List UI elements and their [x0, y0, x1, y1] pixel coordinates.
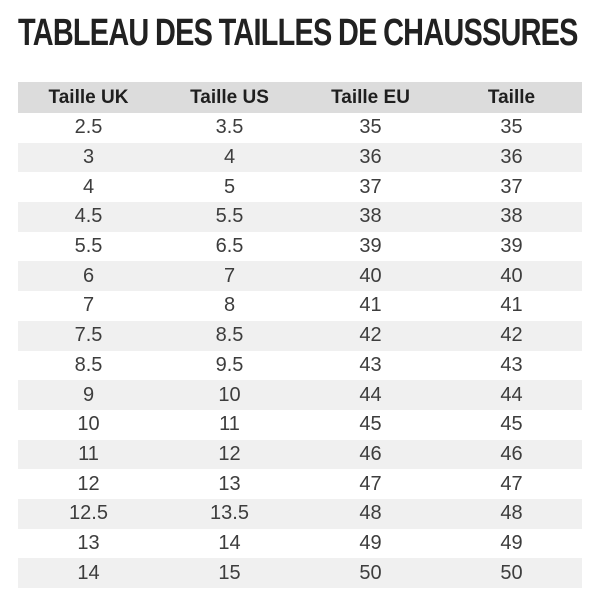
table-cell: 8.5	[215, 324, 244, 347]
table-cell: 35	[359, 116, 382, 139]
table-cell: 39	[359, 235, 382, 258]
table-row: 14 15 50 50	[18, 558, 582, 588]
table-cell: 46	[500, 442, 523, 465]
shoe-size-table: Taille UK Taille US Taille EU Taille 2.5…	[18, 82, 582, 588]
page-title: TABLEAU DES TAILLES DE CHAUSSURES	[18, 12, 578, 54]
table-cell: 8.5	[74, 353, 103, 376]
column-header-taille-uk: Taille UK	[18, 82, 159, 113]
table-cell: 47	[359, 472, 382, 495]
table-cell: 2.5	[74, 116, 103, 139]
table-cell: 37	[500, 175, 523, 198]
table-cell: 4	[82, 175, 95, 198]
table-cell: 40	[500, 264, 523, 287]
table-cell: 13	[77, 531, 100, 554]
table-cell: 43	[359, 353, 382, 376]
table-cell: 7	[223, 264, 236, 287]
table-row: 10 11 45 45	[18, 410, 582, 440]
table-cell: 36	[500, 146, 523, 169]
table-row: 6 7 40 40	[18, 261, 582, 292]
table-cell: 36	[359, 146, 382, 169]
table-body: 2.5 3.5 35 35 3 4 36 36 4 5 37 37 4.5 5.5 38 38 5.5 6.5 39…	[18, 113, 582, 588]
table-cell: 14	[77, 561, 100, 584]
column-header-taille-us: Taille US	[159, 82, 300, 113]
table-cell: 49	[500, 531, 523, 554]
table-cell: 7.5	[74, 324, 103, 347]
table-cell: 35	[500, 116, 523, 139]
table-cell: 5	[223, 175, 236, 198]
table-row: 7 8 41 41	[18, 291, 582, 321]
table-cell: 9.5	[215, 353, 244, 376]
table-row: 12.5 13.5 48 48	[18, 498, 582, 529]
table-cell: 9	[82, 383, 95, 406]
table-header-row: Taille UK Taille US Taille EU Taille	[18, 82, 582, 113]
table-cell: 50	[359, 561, 382, 584]
table-cell: 5.5	[74, 235, 103, 258]
table-row: 11 12 46 46	[18, 439, 582, 470]
table-cell: 45	[359, 413, 382, 436]
table-cell: 41	[359, 294, 382, 317]
table-cell: 49	[359, 531, 382, 554]
table-cell: 38	[500, 205, 523, 228]
table-cell: 42	[359, 324, 382, 347]
column-header-taille: Taille	[441, 82, 582, 113]
table-cell: 45	[500, 413, 523, 436]
table-row: 4 5 37 37	[18, 172, 582, 202]
table-cell: 4	[223, 146, 236, 169]
table-cell: 47	[500, 472, 523, 495]
table-row: 7.5 8.5 42 42	[18, 320, 582, 351]
table-cell: 3.5	[215, 116, 244, 139]
table-cell: 4.5	[74, 205, 103, 228]
table-cell: 48	[359, 502, 382, 525]
table-row: 12 13 47 47	[18, 469, 582, 499]
table-cell: 6	[82, 264, 95, 287]
table-cell: 44	[359, 383, 382, 406]
table-row: 3 4 36 36	[18, 142, 582, 173]
table-cell: 6.5	[215, 235, 244, 258]
table-cell: 38	[359, 205, 382, 228]
table-cell: 42	[500, 324, 523, 347]
table-cell: 13.5	[210, 502, 249, 525]
table-cell: 3	[82, 146, 95, 169]
table-cell: 15	[218, 561, 241, 584]
table-cell: 14	[218, 531, 241, 554]
table-cell: 8	[223, 294, 236, 317]
table-row: 5.5 6.5 39 39	[18, 232, 582, 262]
table-cell: 13	[218, 472, 241, 495]
table-cell: 43	[500, 353, 523, 376]
table-cell: 7	[82, 294, 95, 317]
table-cell: 12	[218, 442, 241, 465]
table-cell: 39	[500, 235, 523, 258]
table-row: 8.5 9.5 43 43	[18, 351, 582, 381]
table-cell: 11	[78, 442, 99, 465]
table-cell: 10	[77, 413, 100, 436]
table-cell: 11	[219, 413, 240, 436]
table-row: 2.5 3.5 35 35	[18, 113, 582, 143]
table-cell: 12.5	[69, 502, 108, 525]
table-cell: 41	[500, 294, 523, 317]
table-cell: 37	[359, 175, 382, 198]
table-cell: 5.5	[215, 205, 244, 228]
table-row: 13 14 49 49	[18, 529, 582, 559]
table-cell: 48	[500, 502, 523, 525]
table-row: 9 10 44 44	[18, 380, 582, 410]
table-row: 4.5 5.5 38 38	[18, 202, 582, 232]
column-header-taille-eu: Taille EU	[300, 82, 441, 113]
table-cell: 40	[359, 264, 382, 287]
table-cell: 10	[218, 383, 241, 406]
table-cell: 12	[77, 472, 100, 495]
table-cell: 46	[359, 442, 382, 465]
table-header: Taille UK Taille US Taille EU Taille	[18, 82, 582, 113]
table-cell: 44	[500, 383, 523, 406]
table-cell: 50	[500, 561, 523, 584]
